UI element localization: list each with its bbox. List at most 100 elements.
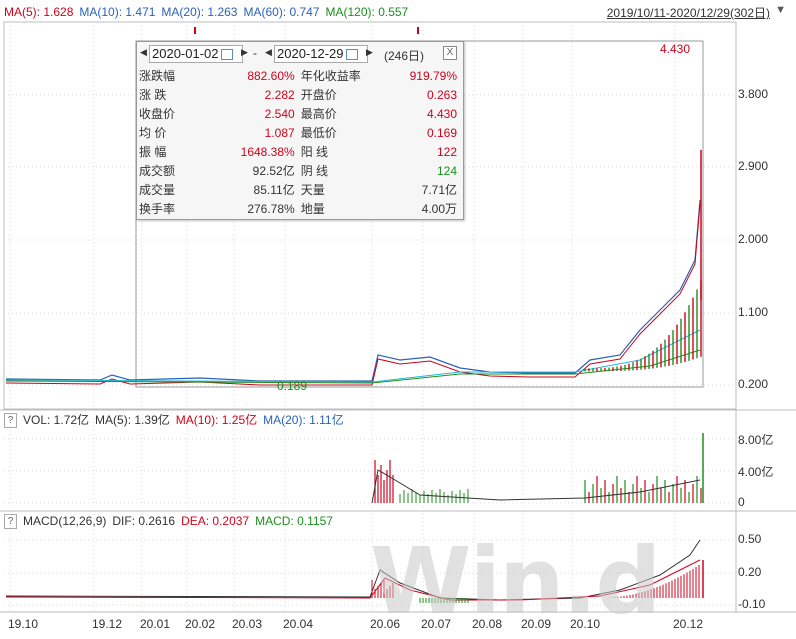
next-start-date-icon[interactable]: ▶ [241, 47, 248, 57]
price-ma-legend-item: MA(10): 1.471 [79, 5, 156, 19]
price-ma-legend-item: MA(20): 1.263 [161, 5, 238, 19]
price-line [5, 199, 701, 382]
statistics-row: 换手率 276.78% 地量 4.00万 [139, 199, 463, 218]
prev-start-date-icon[interactable]: ◀ [140, 47, 147, 57]
volume-axis-tick-label: 8.00亿 [738, 433, 774, 447]
statistic-value: 0.169 [426, 125, 457, 140]
trading-days-count: (246日) [384, 49, 425, 63]
prev-end-date-icon[interactable]: ◀ [265, 47, 272, 57]
price-axis-tick-label: 2.900 [738, 159, 769, 173]
interval-statistics-popup[interactable]: ◀ 2020-01-02 ▶ - ◀ 2020-12-29 ▶ (246日) X… [136, 41, 464, 220]
macd-legend: ? MACD(12,26,9) DIF: 0.2616 DEA: 0.2037 MACD… [4, 513, 345, 530]
statistic-value: 124 [436, 163, 457, 178]
statistics-row: 振 幅 1648.38% 阳 线 122 [139, 142, 463, 161]
statistic-label: 成交量 [139, 183, 176, 197]
statistic-label: 天量 [300, 183, 325, 197]
volume-legend: ? VOL: 1.72亿 MA(5): 1.39亿 MA(10): 1.25亿 MA(2… [4, 412, 356, 429]
statistic-value: 919.79% [409, 68, 457, 83]
wind-watermark: Win.d [370, 528, 661, 635]
statistics-row: 成交量 85.11亿 天量 7.71亿 [139, 180, 463, 199]
price-ma-legend: MA(5): 1.628 MA(10): 1.471 MA(20): 1.263 MA… [4, 4, 414, 20]
end-date-field[interactable]: 2020-12-29 [274, 45, 368, 63]
statistic-label: 均 价 [139, 126, 167, 140]
price-axis-tick-label: 2.000 [738, 232, 769, 246]
statistic-value: 2.540 [264, 106, 295, 121]
macd-axis-tick-label: -0.10 [738, 597, 766, 611]
statistic-label: 开盘价 [300, 88, 337, 102]
statistic-value: 4.00万 [421, 202, 457, 216]
caret-down-icon[interactable]: ▼ [775, 4, 786, 16]
statistic-value: 7.71亿 [421, 183, 457, 197]
calendar-icon[interactable] [220, 49, 233, 61]
macd-legend-item: MACD: 0.1157 [255, 514, 333, 528]
statistic-value: 1.087 [264, 125, 295, 140]
ma120-line [5, 349, 701, 384]
statistics-row: 收盘价 2.540 最高价 4.430 [139, 104, 463, 123]
statistic-value: 122 [436, 144, 457, 159]
time-axis-tick-label: 20.03 [232, 617, 263, 631]
statistic-value: 1648.38% [240, 144, 295, 159]
statistics-row: 均 价 1.087 最低价 0.169 [139, 123, 463, 142]
time-axis-tick-label: 19.12 [92, 617, 123, 631]
time-axis-tick-label: 20.04 [283, 617, 314, 631]
statistic-value: 882.60% [247, 68, 295, 83]
volume-legend-item: MA(10): 1.25亿 [175, 413, 258, 427]
statistic-label: 阳 线 [300, 145, 329, 159]
time-axis-tick-label: 19.10 [8, 617, 39, 631]
statistic-value: 276.78% [247, 201, 295, 216]
time-axis-tick-label: 20.08 [472, 617, 503, 631]
statistic-label: 地量 [300, 202, 325, 216]
time-axis-tick-label: 20.02 [185, 617, 216, 631]
time-axis-tick-label: 20.09 [521, 617, 552, 631]
price-axis-tick-label: 1.100 [738, 305, 769, 319]
statistics-row: 涨跌幅 882.60% 年化收益率 919.79% [139, 66, 463, 85]
statistics-row: 成交额 92.52亿阴 线 124 [139, 161, 463, 180]
statistic-label: 涨跌幅 [139, 69, 176, 83]
volume-axis-tick-label: 4.00亿 [738, 465, 774, 479]
next-end-date-icon[interactable]: ▶ [366, 47, 373, 57]
high-price-label: 4.430 [660, 42, 691, 56]
close-icon[interactable]: X [443, 46, 457, 60]
volume-legend-item: VOL: 1.72亿 [23, 413, 90, 427]
statistic-label: 振 幅 [139, 145, 167, 159]
macd-axis-tick-label: 0.20 [738, 565, 762, 579]
start-date-field[interactable]: 2020-01-02 [149, 45, 243, 63]
price-axis-tick-label: 3.800 [738, 87, 769, 101]
time-axis-tick-label: 20.01 [140, 617, 171, 631]
statistic-label: 最高价 [300, 107, 337, 121]
statistic-label: 成交额 [139, 164, 176, 178]
macd-axis-tick-label: 0.50 [738, 532, 762, 546]
statistic-value: 4.430 [426, 106, 457, 121]
statistics-row: 涨 跌 2.282 开盘价 0.263 [139, 85, 463, 104]
time-axis-tick-label: 20.07 [421, 617, 452, 631]
help-icon[interactable]: ? [4, 413, 17, 429]
price-axis-tick-label: 0.200 [738, 377, 769, 391]
statistics-table: 涨跌幅 882.60% 年化收益率 919.79% 涨 跌 2.282 开盘价 0.263 收盘… [139, 66, 463, 218]
macd-legend-item: DIF: 0.2616 [112, 514, 176, 528]
time-axis-tick-label: 20.12 [673, 617, 704, 631]
date-separator: - [253, 46, 257, 60]
statistic-label: 换手率 [139, 202, 176, 216]
time-axis-tick-label: 20.06 [370, 617, 401, 631]
statistic-label: 最低价 [300, 126, 337, 140]
statistic-label: 年化收益率 [300, 69, 361, 83]
statistic-label: 收盘价 [139, 107, 176, 121]
statistic-value: 2.282 [264, 87, 295, 102]
statistic-value: 85.11亿 [253, 183, 295, 197]
ma60-line [5, 329, 701, 383]
price-ma-legend-item: MA(120): 0.557 [325, 5, 409, 19]
statistic-value: 0.263 [426, 87, 457, 102]
macd-legend-item: MACD(12,26,9) [23, 514, 107, 528]
date-range-selector[interactable]: 2019/10/11-2020/12/29(302日) [606, 6, 770, 20]
low-price-label: 0.189 [277, 379, 308, 393]
statistic-value: 92.52亿 [252, 164, 295, 178]
volume-legend-item: MA(5): 1.39亿 [95, 413, 170, 427]
volume-legend-item: MA(20): 1.11亿 [263, 413, 344, 427]
calendar-icon[interactable] [345, 49, 358, 61]
ma5-line [5, 203, 701, 386]
volume-ma-line [371, 469, 701, 504]
help-icon[interactable]: ? [4, 514, 17, 530]
time-axis-tick-label: 20.10 [570, 617, 601, 631]
